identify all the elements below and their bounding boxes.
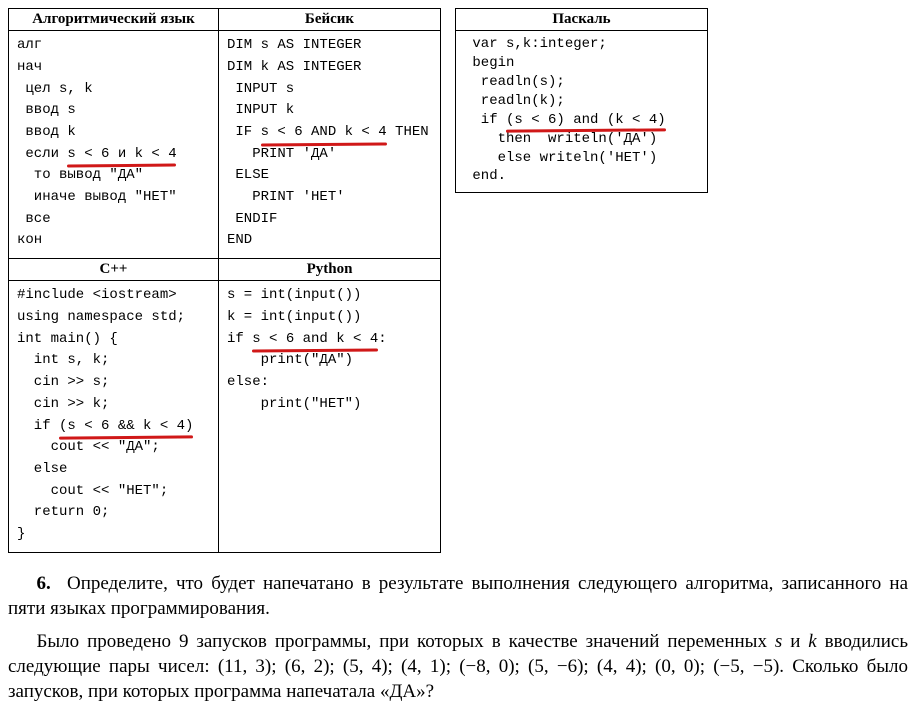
header-python: Python	[219, 259, 441, 281]
red-underline: s < 6 and k < 4	[252, 329, 378, 351]
code-python: s = int(input()) k = int(input()) if s <…	[219, 281, 441, 552]
question-para-1: 6. Определите, что будет напечатано в ре…	[8, 571, 908, 621]
code-basic: DIM s AS INTEGER DIM k AS INTEGER INPUT …	[219, 31, 441, 259]
code-cpp: #include <iostream> using namespace std;…	[9, 281, 219, 552]
header-algo: Алгоритмический язык	[9, 9, 219, 31]
red-underline: s < 6 и k < 4	[67, 144, 176, 166]
q2-before: Было проведено 9 запусков программы, при…	[37, 631, 775, 652]
tables-row: Алгоритмический язык Бейсик алг нач цел …	[8, 8, 913, 553]
header-pascal: Паскаль	[456, 9, 708, 31]
header-cpp: C++	[9, 259, 219, 281]
var-k: k	[808, 631, 816, 652]
code-algo: алг нач цел s, k ввод s ввод k если s < …	[9, 31, 219, 259]
q2-between: и	[782, 631, 808, 652]
code-pascal: var s,k:integer; begin readln(s); readln…	[456, 31, 708, 193]
question-para-2: Было проведено 9 запусков программы, при…	[8, 629, 908, 704]
red-underline: (s < 6 && k < 4)	[59, 416, 193, 438]
header-basic: Бейсик	[219, 9, 441, 31]
pascal-code-table: Паскаль var s,k:integer; begin readln(s)…	[455, 8, 708, 193]
question-number: 6.	[37, 573, 51, 594]
main-code-table: Алгоритмический язык Бейсик алг нач цел …	[8, 8, 441, 553]
question-block: 6. Определите, что будет напечатано в ре…	[8, 571, 908, 704]
red-underline: (s < 6) and (k < 4)	[506, 111, 666, 130]
question-text-1: Определите, что будет напечатано в резул…	[8, 573, 908, 619]
red-underline: s < 6 AND k < 4	[261, 122, 387, 144]
